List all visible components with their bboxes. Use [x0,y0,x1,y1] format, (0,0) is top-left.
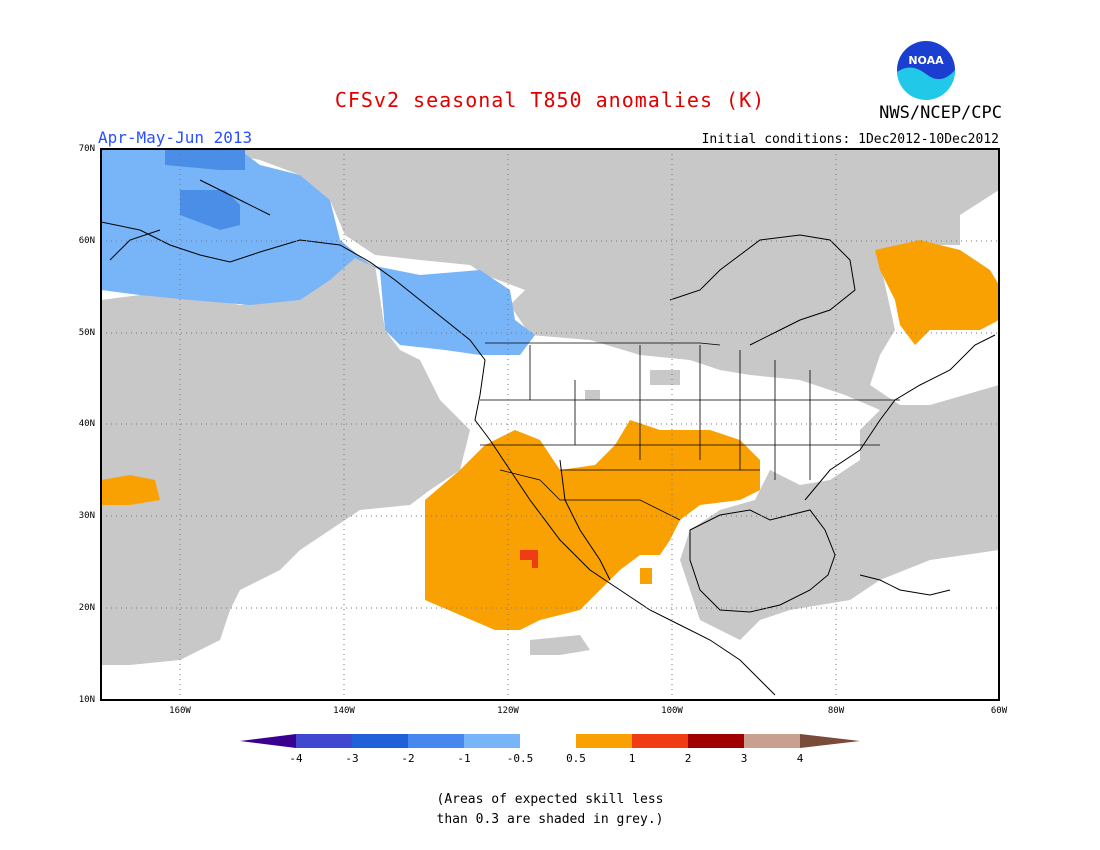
borders [480,342,900,521]
colorbar-label: 0.5 [566,752,586,765]
initial-conditions-label: Initial conditions: 1Dec2012-10Dec2012 [701,132,999,147]
colorbar-label: 1 [628,752,636,765]
agency-label: NWS/NCEP/CPC [879,103,1002,123]
season-label: Apr-May-Jun 2013 [98,128,253,147]
lon-label: 80W [827,706,845,716]
colorbar-cell [520,734,576,748]
strong-anomaly-cell [520,550,538,568]
lat-label: 30N [78,511,95,521]
colorbar-cell [408,734,464,748]
map-frame [100,148,1000,701]
colorbar-cell [688,734,744,748]
lon-label: 120W [497,706,519,716]
colorbar-label: -0.5 [506,752,534,765]
lon-label: 160W [169,706,191,716]
colorbar-cell [744,734,800,748]
colorbar-label: -1 [457,752,471,765]
noaa-logo-text: NOAA [908,54,944,67]
colorbar-cell [632,734,688,748]
colorbar-cell [296,734,352,748]
colorbar-label: -3 [345,752,359,765]
colorbar [240,734,860,748]
lat-label: 20N [78,603,95,613]
map-title: CFSv2 seasonal T850 anomalies (K) [334,88,766,112]
lat-label: 50N [78,328,95,338]
lon-label: 60W [990,706,1008,716]
coastlines [101,179,996,696]
lat-label: 40N [78,419,95,429]
colorbar-cell [352,734,408,748]
cool-anomaly-region [101,150,535,355]
map-grid [101,149,999,700]
colorbar-label: 2 [684,752,692,765]
footnote-line-2: than 0.3 are shaded in grey.) [436,812,664,827]
lon-label: 100W [661,706,683,716]
colorbar-label: -2 [401,752,415,765]
lat-label: 10N [78,695,95,705]
lon-label: 140W [333,706,355,716]
colorbar-label: 4 [796,752,804,765]
lat-label: 70N [78,144,95,154]
colorbar-arrow-high [800,734,860,748]
lat-label: 60N [78,236,95,246]
noaa-logo: NOAA [897,41,956,100]
colorbar-label: 3 [740,752,748,765]
colorbar-label: -4 [289,752,303,765]
colorbar-cell [464,734,520,748]
colorbar-arrow-low [240,734,296,748]
footnote-line-1: (Areas of expected skill less [436,792,664,807]
low-skill-region [101,149,999,665]
colorbar-cell [576,734,632,748]
